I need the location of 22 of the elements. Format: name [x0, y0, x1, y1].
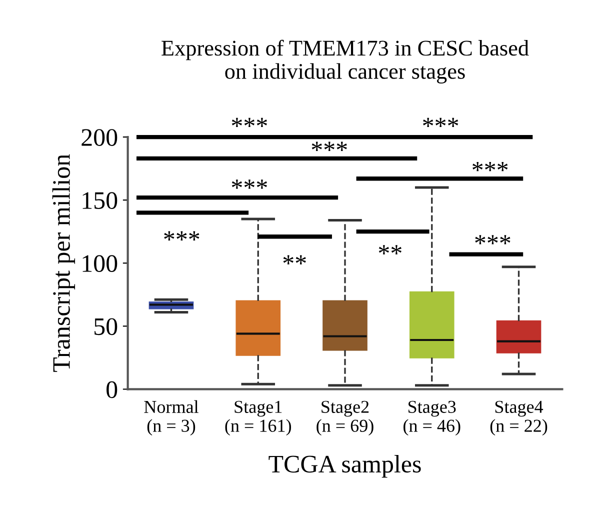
- text: ***: [423, 118, 458, 128]
- annotation: ***: [312, 142, 347, 151]
- annotation: ***: [232, 180, 267, 189]
- x-axis-title: TCGA samples: [268, 454, 421, 478]
- annotation: ***: [164, 231, 200, 240]
- annotation: ***: [475, 235, 510, 244]
- x-tick-label: Normal (n = 3): [144, 400, 198, 436]
- x-tick-label: Stage1 (n = 161): [225, 400, 291, 436]
- y-axis-title: Transcript per million: [52, 154, 76, 372]
- y-tick-label: 0: [106, 381, 118, 398]
- y-tick-label: 50: [94, 318, 118, 336]
- y-tick-label: 200: [82, 129, 118, 146]
- annotation: ***: [472, 162, 508, 172]
- y-tick-label: 150: [82, 192, 118, 209]
- x-tick-label: Stage2 (n = 69): [316, 400, 374, 436]
- annotation: **: [378, 245, 402, 254]
- annotation: **: [283, 255, 306, 264]
- text: ***: [232, 118, 267, 128]
- x-tick-label: Stage4 (n = 22): [490, 400, 548, 436]
- y-tick-label: 100: [82, 255, 118, 272]
- x-tick-label: Stage3 (n = 46): [404, 400, 460, 436]
- chart-title: Expression of TMEM173 in CESC based on individual cancer stages: [162, 40, 529, 84]
